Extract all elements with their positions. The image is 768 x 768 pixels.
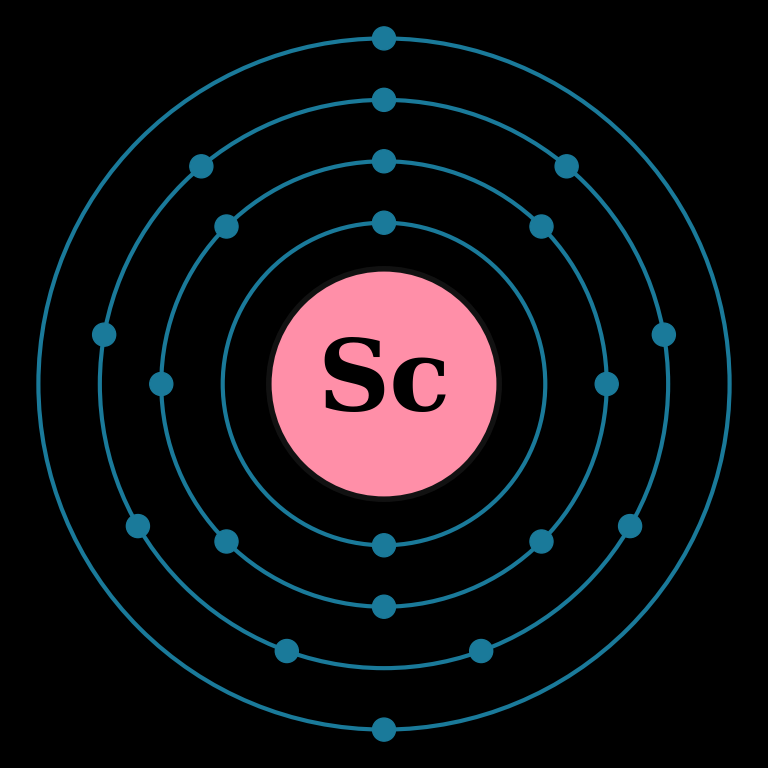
Circle shape	[372, 150, 396, 173]
Circle shape	[93, 323, 116, 346]
Circle shape	[595, 372, 618, 396]
Circle shape	[190, 155, 213, 178]
Circle shape	[372, 27, 396, 50]
Circle shape	[652, 323, 675, 346]
Circle shape	[372, 211, 396, 234]
Circle shape	[618, 515, 641, 538]
Circle shape	[372, 718, 396, 741]
Circle shape	[555, 155, 578, 178]
Circle shape	[372, 595, 396, 618]
Circle shape	[275, 640, 298, 663]
Circle shape	[215, 215, 238, 238]
Circle shape	[215, 530, 238, 553]
Circle shape	[530, 530, 553, 553]
Circle shape	[269, 269, 499, 499]
Circle shape	[150, 372, 173, 396]
Circle shape	[470, 640, 493, 663]
Text: Sc: Sc	[317, 336, 451, 432]
Circle shape	[127, 515, 150, 538]
Circle shape	[372, 88, 396, 111]
Circle shape	[530, 215, 553, 238]
Circle shape	[372, 534, 396, 557]
